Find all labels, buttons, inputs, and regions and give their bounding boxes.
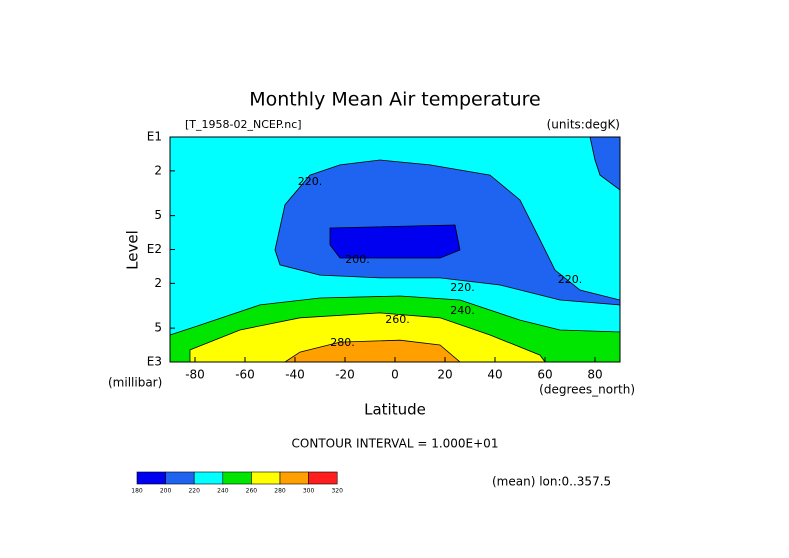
colorbar-label: 220 xyxy=(188,488,200,495)
colorbar-label: 260 xyxy=(246,488,258,495)
file-label: [T_1958-02_NCEP.nc] xyxy=(185,118,302,131)
x-tick-label: -40 xyxy=(285,368,305,382)
x-tick-label: 60 xyxy=(537,368,552,382)
chart-title: Monthly Mean Air temperature xyxy=(249,89,540,111)
x-tick-label: -60 xyxy=(235,368,255,382)
contour-label: 200. xyxy=(345,253,370,266)
contour-label: 260. xyxy=(385,313,410,326)
colorbar-label: 240 xyxy=(217,488,229,495)
y-unit: (millibar) xyxy=(108,376,162,390)
x-tick-label: 80 xyxy=(587,368,602,382)
units-label: (units:degK) xyxy=(547,118,620,132)
colorbar-swatch xyxy=(222,471,252,485)
x-tick-label: 0 xyxy=(391,368,399,382)
x-unit: (degrees_north) xyxy=(539,383,635,397)
colorbar-label: 320 xyxy=(331,488,343,495)
y-tick-label: E3 xyxy=(147,355,162,369)
contour-label: 280. xyxy=(330,336,355,349)
colorbar-swatch xyxy=(193,471,224,485)
colorbar-swatch xyxy=(136,471,166,485)
x-tick-label: 40 xyxy=(487,368,502,382)
y-tick-label: E2 xyxy=(147,242,162,256)
contour-region xyxy=(329,224,461,259)
x-tick-label: -20 xyxy=(335,368,355,382)
y-axis-label: Level xyxy=(124,230,142,270)
footer: (mean) lon:0..357.5 xyxy=(492,475,611,489)
x-tick-label: 20 xyxy=(437,368,452,382)
colorbar-swatch xyxy=(279,471,309,485)
contour-label: 220. xyxy=(298,175,323,188)
colorbar-swatch xyxy=(308,471,338,485)
contour-interval: CONTOUR INTERVAL = 1.000E+01 xyxy=(292,437,499,451)
y-tick-label: 2 xyxy=(154,163,162,177)
x-tick-label: -80 xyxy=(185,368,205,382)
x-axis-label: Latitude xyxy=(364,401,426,419)
contour-label: 240. xyxy=(450,304,475,317)
y-tick-label: 5 xyxy=(154,208,162,222)
colorbar-label: 200 xyxy=(160,488,172,495)
colorbar-label: 180 xyxy=(131,488,143,495)
contour-label: 220. xyxy=(558,273,583,286)
colorbar-swatch xyxy=(251,471,281,485)
colorbar-label: 280 xyxy=(274,488,286,495)
colorbar-swatch xyxy=(165,471,195,485)
contour-label: 220. xyxy=(450,281,475,294)
y-tick-label: 5 xyxy=(154,321,162,335)
y-tick-label: 2 xyxy=(154,276,162,290)
colorbar-label: 300 xyxy=(303,488,315,495)
y-tick-label: E1 xyxy=(147,130,162,144)
